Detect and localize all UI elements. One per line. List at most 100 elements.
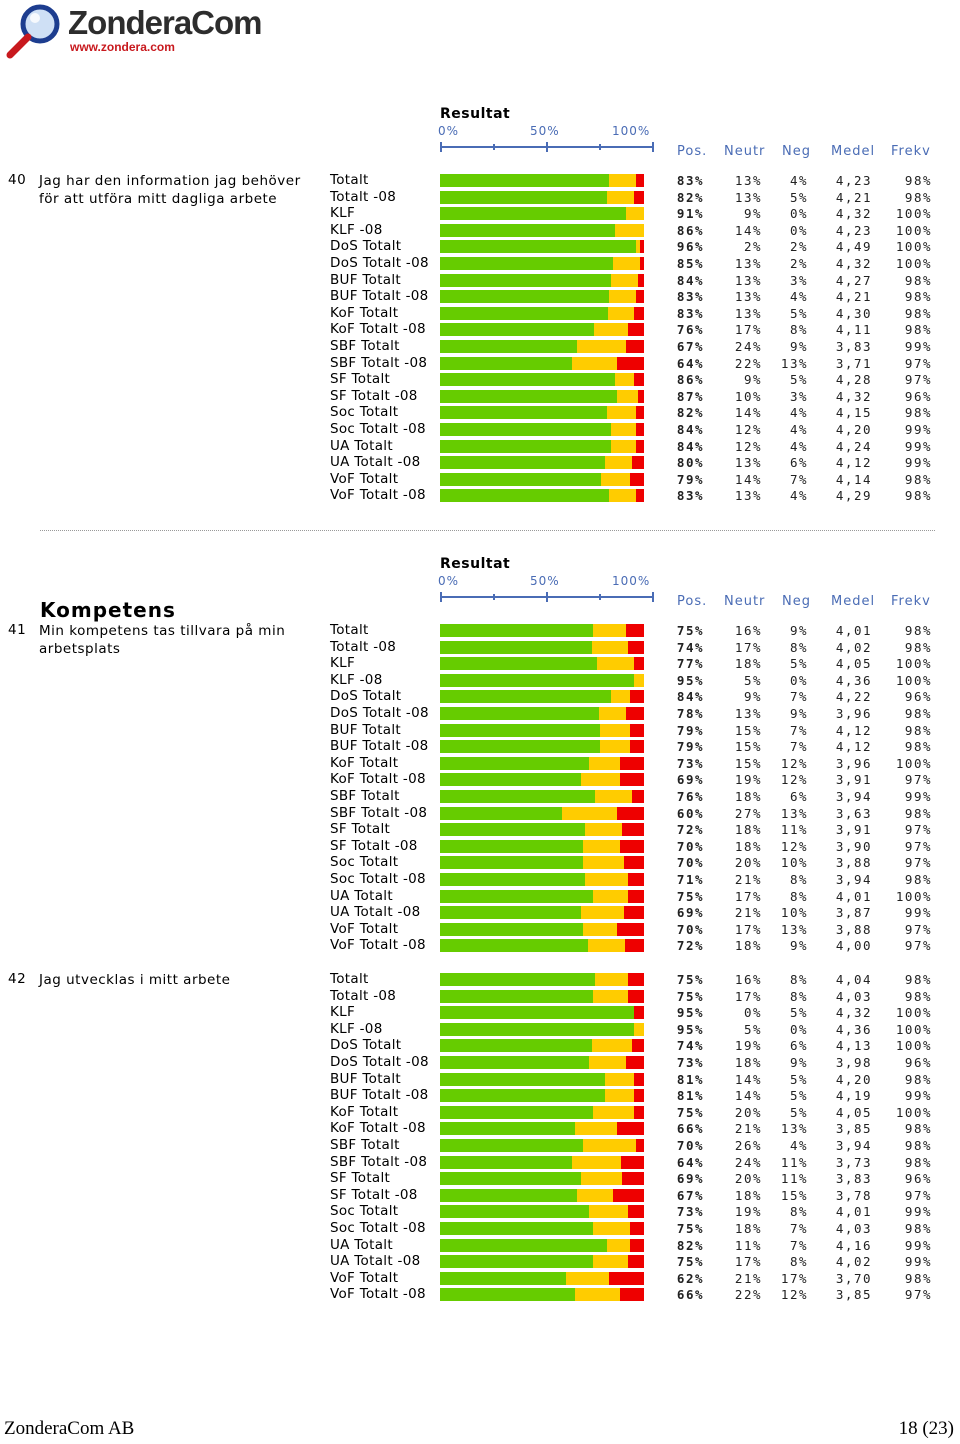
value-medel: 4,12 bbox=[835, 739, 872, 755]
value-pos: 86% bbox=[676, 372, 704, 388]
value-neutr: 21% bbox=[734, 905, 762, 921]
result-row: SF Totalt -08 67% 18% 15% 3,78 97% bbox=[0, 1187, 960, 1204]
value-neutr: 18% bbox=[734, 822, 762, 838]
bar-positive bbox=[440, 1039, 593, 1053]
value-pos: 66% bbox=[676, 1287, 704, 1303]
stacked-bar bbox=[440, 439, 644, 453]
value-pos: 84% bbox=[676, 438, 704, 454]
result-row: KoF Totalt 75% 20% 5% 4,05 100% bbox=[0, 1104, 960, 1121]
bar-neutral bbox=[593, 624, 626, 637]
value-frekv: 97% bbox=[904, 838, 932, 854]
value-neg: 8% bbox=[789, 888, 808, 904]
bar-positive bbox=[440, 406, 608, 420]
value-neutr: 17% bbox=[734, 888, 762, 904]
value-pos: 86% bbox=[676, 222, 704, 238]
row-label: DoS Totalt -08 bbox=[330, 705, 429, 721]
bar-positive bbox=[440, 889, 593, 903]
value-frekv: 99% bbox=[904, 422, 932, 437]
value-medel: 4,24 bbox=[835, 438, 872, 454]
value-neutr: 24% bbox=[734, 339, 762, 354]
bar-positive bbox=[440, 873, 585, 886]
value-frekv: 97% bbox=[904, 938, 932, 954]
value-neg: 8% bbox=[789, 322, 808, 338]
row-label: Totalt bbox=[330, 622, 369, 638]
value-medel: 4,13 bbox=[835, 1038, 872, 1054]
value-neutr: 17% bbox=[734, 322, 762, 338]
bar-negative bbox=[633, 306, 644, 320]
value-medel: 4,11 bbox=[835, 322, 872, 338]
value-neutr: 13% bbox=[734, 455, 762, 471]
result-row: Totalt -08 75% 17% 8% 4,03 98% bbox=[0, 988, 960, 1005]
value-pos: 73% bbox=[676, 1055, 704, 1070]
bar-neutral bbox=[576, 340, 626, 353]
result-row: VoF Totalt -08 72% 18% 9% 4,00 97% bbox=[0, 937, 960, 954]
value-neg: 8% bbox=[789, 1204, 808, 1220]
bar-positive bbox=[440, 240, 636, 254]
value-neg: 11% bbox=[780, 1171, 808, 1187]
bar-positive bbox=[440, 1072, 606, 1086]
bar-negative bbox=[623, 906, 644, 920]
bar-neutral bbox=[588, 939, 626, 953]
bar-negative bbox=[619, 756, 644, 770]
bar-negative bbox=[621, 1155, 644, 1169]
result-row: SBF Totalt 70% 26% 4% 3,94 98% bbox=[0, 1137, 960, 1154]
value-frekv: 96% bbox=[904, 689, 932, 705]
value-neutr: 22% bbox=[734, 355, 762, 371]
bar-positive bbox=[440, 290, 610, 304]
result-row: BUF Totalt 84% 13% 3% 4,27 98% bbox=[0, 272, 960, 289]
question-text: Min kompetens tas tillvara på min arbets… bbox=[39, 623, 286, 657]
result-row: UA Totalt 84% 12% 4% 4,24 99% bbox=[0, 438, 960, 455]
value-neutr: 5% bbox=[743, 672, 762, 688]
value-frekv: 98% bbox=[904, 1154, 932, 1170]
stacked-bar bbox=[440, 673, 644, 687]
bar-negative bbox=[631, 456, 644, 470]
value-neg: 5% bbox=[789, 372, 808, 388]
bar-neutral bbox=[613, 257, 640, 270]
row-label: SF Totalt -08 bbox=[330, 1186, 418, 1203]
stacked-bar bbox=[440, 906, 644, 920]
value-frekv: 98% bbox=[904, 805, 932, 821]
value-neutr: 18% bbox=[734, 1055, 762, 1070]
value-neutr: 17% bbox=[734, 1254, 762, 1270]
value-frekv: 98% bbox=[904, 305, 932, 321]
value-medel: 4,36 bbox=[835, 672, 872, 688]
bar-negative bbox=[617, 806, 644, 820]
value-neutr: 20% bbox=[734, 1171, 762, 1187]
stacked-bar bbox=[440, 1288, 644, 1302]
value-pos: 62% bbox=[676, 1270, 704, 1286]
bar-neutral bbox=[633, 1022, 644, 1036]
value-neg: 12% bbox=[780, 772, 808, 788]
value-frekv: 99% bbox=[904, 455, 932, 471]
bar-positive bbox=[440, 823, 586, 837]
bar-neutral bbox=[582, 1139, 636, 1152]
bar-neutral bbox=[588, 756, 620, 770]
value-frekv: 100% bbox=[895, 755, 932, 771]
stacked-bar bbox=[440, 1022, 644, 1036]
value-medel: 3,63 bbox=[835, 805, 872, 821]
row-label: Totalt bbox=[330, 971, 369, 987]
result-row: KLF -08 86% 14% 0% 4,23 100% bbox=[0, 222, 960, 239]
value-neutr: 18% bbox=[734, 1187, 762, 1203]
value-medel: 4,20 bbox=[835, 422, 872, 437]
value-neutr: 12% bbox=[734, 422, 762, 437]
stacked-bar bbox=[440, 806, 644, 820]
value-pos: 75% bbox=[676, 988, 704, 1004]
stacked-bar bbox=[440, 856, 644, 870]
value-neutr: 12% bbox=[734, 438, 762, 454]
value-neg: 7% bbox=[789, 471, 808, 487]
bar-neutral bbox=[584, 873, 628, 886]
value-neg: 12% bbox=[780, 1287, 808, 1303]
bar-positive bbox=[440, 690, 612, 704]
value-medel: 4,05 bbox=[835, 656, 872, 672]
value-neg: 8% bbox=[789, 1254, 808, 1270]
value-frekv: 98% bbox=[904, 1138, 932, 1153]
stacked-bar bbox=[440, 1222, 644, 1235]
result-row: VoF Totalt -08 66% 22% 12% 3,85 97% bbox=[0, 1286, 960, 1303]
stacked-bar bbox=[440, 323, 644, 337]
row-label: KLF bbox=[330, 655, 356, 672]
bar-negative bbox=[627, 1255, 644, 1269]
stacked-bar bbox=[440, 306, 644, 320]
value-pos: 69% bbox=[676, 772, 704, 788]
value-pos: 82% bbox=[676, 1237, 704, 1253]
value-pos: 73% bbox=[676, 755, 704, 771]
